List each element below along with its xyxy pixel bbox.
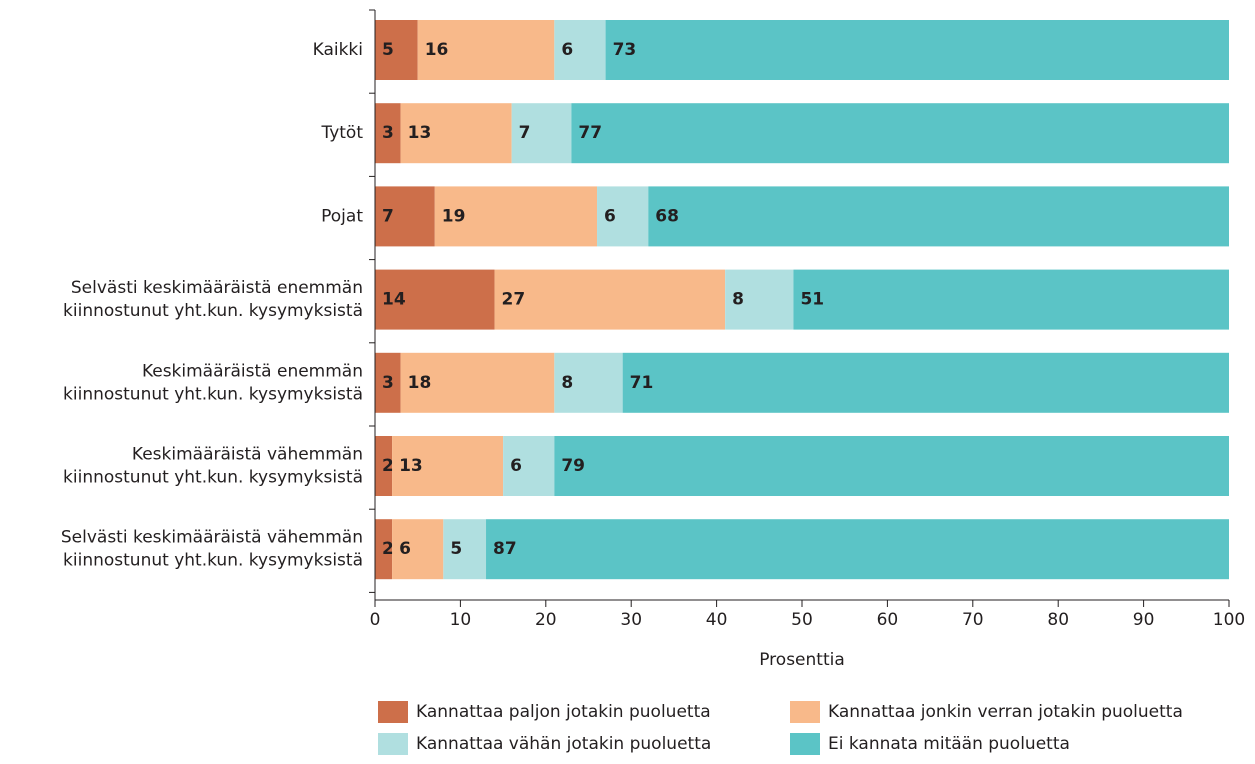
bar-segment bbox=[434, 186, 598, 247]
legend-label: Kannattaa jonkin verran jotakin puoluett… bbox=[828, 702, 1183, 722]
x-tick-label: 40 bbox=[706, 610, 728, 630]
legend-label: Ei kannata mitään puoluetta bbox=[828, 734, 1070, 754]
x-tick-label: 60 bbox=[877, 610, 899, 630]
data-label: 7 bbox=[382, 206, 394, 226]
label-line: Tytöt bbox=[320, 123, 363, 143]
data-label: 18 bbox=[408, 373, 432, 393]
x-tick-label: 100 bbox=[1213, 610, 1245, 630]
data-label: 16 bbox=[425, 40, 449, 60]
bar-segment bbox=[511, 103, 572, 164]
legend-swatch bbox=[790, 733, 820, 755]
label-line: Kaikki bbox=[313, 40, 363, 60]
bar-segment bbox=[417, 20, 555, 80]
label-line: kiinnostunut yht.kun. kysymyksistä bbox=[63, 384, 363, 404]
x-tick-label: 10 bbox=[450, 610, 472, 630]
data-label: 5 bbox=[450, 539, 462, 559]
bar-segment bbox=[400, 103, 512, 164]
x-tick-label: 0 bbox=[370, 610, 381, 630]
bar-segment bbox=[375, 269, 495, 330]
y-tick-label: Tytöt bbox=[320, 123, 363, 143]
data-label: 6 bbox=[604, 206, 616, 226]
bar-segment bbox=[443, 519, 487, 580]
y-tick-label: Keskimääräistä vähemmän kiinnostunut yht.… bbox=[63, 445, 363, 488]
y-tick-label: Selvästi keskimääräistä vähemmän kiinnost… bbox=[61, 528, 363, 571]
data-label: 79 bbox=[561, 456, 585, 476]
data-label: 73 bbox=[613, 40, 637, 60]
x-tick-label: 20 bbox=[535, 610, 557, 630]
bar-segment bbox=[554, 20, 606, 80]
bar-segment bbox=[375, 20, 418, 80]
bar-segment bbox=[392, 436, 504, 496]
bar-segment bbox=[375, 436, 393, 496]
bar-segment bbox=[392, 519, 444, 580]
bar-segment bbox=[793, 269, 1229, 330]
data-label: 51 bbox=[800, 290, 824, 310]
x-axis-title: Prosenttia bbox=[759, 650, 845, 670]
bar-segment bbox=[375, 186, 435, 247]
data-label: 2 bbox=[382, 456, 394, 476]
data-label: 5 bbox=[382, 40, 394, 60]
label-line: kiinnostunut yht.kun. kysymyksistä bbox=[63, 551, 363, 571]
y-tick-label: Selvästi keskimääräistä enemmän kiinnostu… bbox=[63, 278, 363, 321]
legend-swatch bbox=[378, 733, 408, 755]
data-label: 27 bbox=[502, 290, 526, 310]
bar-segment bbox=[622, 352, 1229, 413]
y-tick-label: Kaikki bbox=[313, 40, 363, 60]
bar-segment bbox=[571, 103, 1229, 164]
label-line: Selvästi keskimääräistä enemmän bbox=[71, 278, 363, 298]
bar-segment bbox=[375, 352, 401, 413]
label-line: kiinnostunut yht.kun. kysymyksistä bbox=[63, 468, 363, 488]
data-label: 14 bbox=[382, 290, 406, 310]
label-line: Keskimääräistä vähemmän bbox=[132, 445, 363, 465]
data-label: 68 bbox=[655, 206, 679, 226]
data-label: 3 bbox=[382, 373, 394, 393]
legend-label: Kannattaa paljon jotakin puoluetta bbox=[416, 702, 711, 722]
data-label: 6 bbox=[399, 539, 411, 559]
y-tick-label: Keskimääräistä enemmän kiinnostunut yht.k… bbox=[63, 361, 363, 404]
y-tick-label: Pojat bbox=[321, 206, 363, 226]
bar-segment bbox=[648, 186, 1229, 247]
data-label: 71 bbox=[630, 373, 654, 393]
data-label: 87 bbox=[493, 539, 517, 559]
data-label: 2 bbox=[382, 539, 394, 559]
data-label: 77 bbox=[578, 123, 602, 143]
bar-segment bbox=[494, 269, 726, 330]
x-tick-label: 30 bbox=[620, 610, 642, 630]
bar-segment bbox=[597, 186, 649, 247]
x-tick-label: 50 bbox=[791, 610, 813, 630]
x-tick-label: 90 bbox=[1133, 610, 1155, 630]
data-label: 8 bbox=[561, 373, 573, 393]
bar-segment bbox=[554, 436, 1229, 496]
legend-label: Kannattaa vähän jotakin puoluetta bbox=[416, 734, 711, 754]
label-line: Keskimääräistä enemmän bbox=[142, 361, 363, 381]
x-tick-label: 70 bbox=[962, 610, 984, 630]
bar-segment bbox=[725, 269, 794, 330]
bar-segment bbox=[605, 20, 1229, 80]
data-label: 19 bbox=[442, 206, 466, 226]
label-line: Selvästi keskimääräistä vähemmän bbox=[61, 528, 363, 548]
bar-segment bbox=[503, 436, 555, 496]
data-label: 6 bbox=[510, 456, 522, 476]
bar-segment bbox=[486, 519, 1229, 580]
bar-segment bbox=[554, 352, 623, 413]
legend-swatch bbox=[790, 701, 820, 723]
label-line: kiinnostunut yht.kun. kysymyksistä bbox=[63, 301, 363, 321]
data-label: 13 bbox=[399, 456, 423, 476]
x-tick-label: 80 bbox=[1047, 610, 1069, 630]
data-label: 3 bbox=[382, 123, 394, 143]
legend-swatch bbox=[378, 701, 408, 723]
data-label: 7 bbox=[519, 123, 531, 143]
data-label: 13 bbox=[408, 123, 432, 143]
data-label: 8 bbox=[732, 290, 744, 310]
bar-segment bbox=[400, 352, 555, 413]
label-line: Pojat bbox=[321, 206, 363, 226]
bar-segment bbox=[375, 103, 401, 164]
bar-segment bbox=[375, 519, 393, 580]
data-label: 6 bbox=[561, 40, 573, 60]
